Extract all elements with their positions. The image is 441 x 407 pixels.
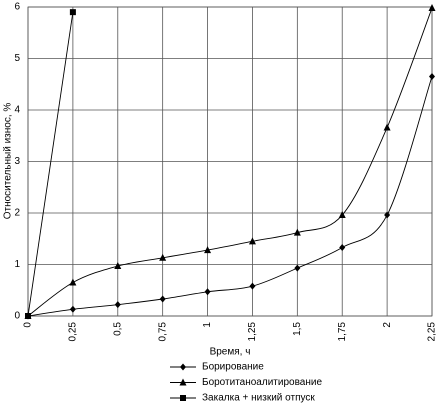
x-tick-label: 1,75 [337, 322, 348, 342]
data-point [159, 295, 166, 303]
y-axis-label: Относительный износ, % [3, 103, 14, 220]
data-point [159, 253, 167, 261]
legend-marker [180, 363, 186, 371]
y-tick-label: 6 [14, 2, 20, 13]
data-point [69, 278, 77, 286]
data-point [249, 282, 256, 290]
data-point [114, 301, 121, 309]
data-point [248, 237, 256, 245]
series-line [27, 7, 433, 317]
data-point [339, 244, 346, 252]
x-tick-label: 0 [23, 322, 34, 328]
data-point [294, 264, 301, 272]
data-point [204, 288, 211, 296]
legend-label: Боротитаноалитирование [202, 377, 322, 388]
data-point [428, 4, 436, 12]
legend-marker [179, 378, 187, 386]
y-tick-label: 1 [14, 259, 20, 270]
data-point [384, 211, 391, 219]
x-tick-label: 0,5 [112, 322, 123, 336]
series-line [27, 76, 433, 317]
x-tick-label: 0,25 [68, 322, 79, 342]
x-tick-label: 1,5 [292, 322, 303, 336]
legend-label: Борирование [202, 362, 264, 373]
plot-frame [27, 6, 433, 317]
data-point [204, 246, 212, 254]
data-point [25, 313, 31, 319]
data-point [383, 123, 391, 131]
data-point [114, 262, 122, 270]
y-tick-label: 2 [14, 208, 20, 219]
x-tick-label: 0,75 [157, 322, 168, 342]
x-axis-label: Время, ч [210, 347, 251, 358]
y-tick-label: 3 [14, 156, 20, 167]
legend-marker [180, 395, 186, 401]
x-tick-label: 2 [382, 322, 393, 328]
x-tick-label: 2,25 [427, 322, 438, 342]
data-point [69, 9, 76, 16]
x-tick-label: 1,25 [247, 322, 258, 342]
legend-label: Закалка + низкий отпуск [202, 393, 315, 404]
y-tick-label: 4 [14, 105, 20, 116]
series-line [27, 12, 74, 317]
y-tick-label: 5 [14, 53, 20, 64]
data-point [293, 228, 301, 236]
data-point [429, 73, 435, 81]
data-point [338, 211, 346, 219]
y-tick-label: 0 [14, 311, 20, 322]
x-tick-label: 1 [202, 322, 213, 328]
data-point [69, 305, 76, 313]
